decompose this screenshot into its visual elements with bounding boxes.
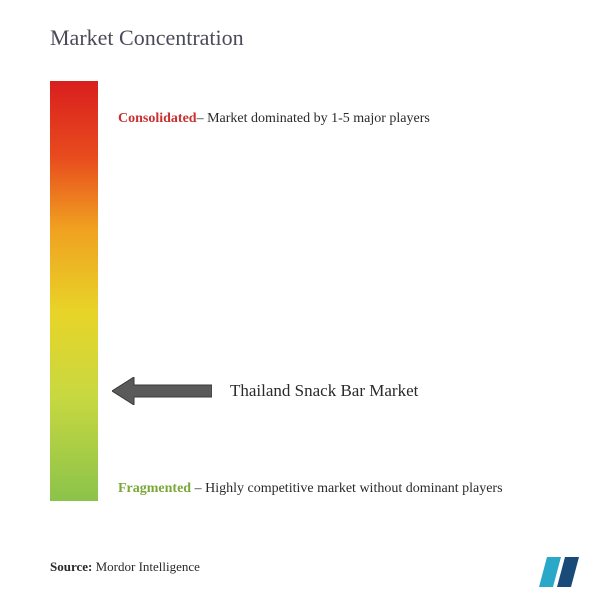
consolidated-label: Consolidated xyxy=(118,111,197,126)
market-name-label: Thailand Snack Bar Market xyxy=(230,381,418,401)
brand-logo-icon xyxy=(539,557,583,587)
arrow-left-icon xyxy=(112,377,212,405)
source-label: Source: xyxy=(50,559,92,574)
concentration-chart: Consolidated– Market dominated by 1-5 ma… xyxy=(50,81,563,521)
source-value: Mordor Intelligence xyxy=(92,559,200,574)
gradient-scale-bar xyxy=(50,81,98,501)
source-attribution: Source: Mordor Intelligence xyxy=(50,559,200,575)
fragmented-description: – Highly competitive market without domi… xyxy=(191,481,502,496)
page-title: Market Concentration xyxy=(50,25,563,51)
consolidated-label-row: Consolidated– Market dominated by 1-5 ma… xyxy=(118,111,430,127)
fragmented-label-row: Fragmented – Highly competitive market w… xyxy=(118,481,503,497)
fragmented-label: Fragmented xyxy=(118,481,191,496)
market-indicator: Thailand Snack Bar Market xyxy=(112,377,418,405)
consolidated-description: – Market dominated by 1-5 major players xyxy=(197,111,430,126)
